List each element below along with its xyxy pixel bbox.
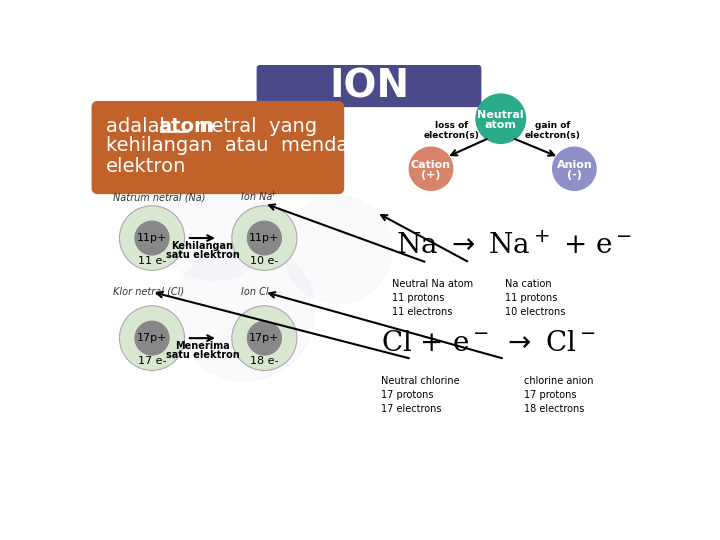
Text: ION: ION [329, 68, 409, 105]
FancyBboxPatch shape [91, 101, 344, 194]
Text: 17p+: 17p+ [137, 333, 167, 343]
Text: Menerima: Menerima [175, 341, 230, 351]
Circle shape [248, 221, 282, 255]
Circle shape [135, 221, 169, 255]
Text: kehilangan  atau  mendapat: kehilangan atau mendapat [106, 136, 379, 155]
Text: 10 e-: 10 e- [250, 256, 279, 266]
Text: elektron: elektron [106, 157, 186, 176]
Text: Cl + e$^-$ $\rightarrow$ Cl$^-$: Cl + e$^-$ $\rightarrow$ Cl$^-$ [381, 330, 595, 357]
Circle shape [135, 321, 169, 355]
Text: Neutral: Neutral [477, 110, 524, 120]
Text: Neutral Na atom
11 protons
11 electrons: Neutral Na atom 11 protons 11 electrons [392, 279, 473, 317]
Text: Kehilangan: Kehilangan [171, 241, 233, 251]
Text: Cation: Cation [411, 160, 451, 170]
Text: Anion: Anion [557, 160, 593, 170]
Text: 18 e-: 18 e- [250, 356, 279, 366]
Text: 11 e-: 11 e- [138, 256, 166, 266]
Text: Natrum netral (Na): Natrum netral (Na) [113, 192, 206, 202]
Text: 17 e-: 17 e- [138, 356, 166, 366]
Text: Klor netral (Cl): Klor netral (Cl) [113, 287, 184, 297]
Circle shape [152, 157, 276, 280]
Text: atom: atom [158, 117, 215, 136]
Text: 11p+: 11p+ [249, 233, 279, 243]
Text: +: + [269, 189, 276, 198]
Circle shape [284, 195, 392, 303]
Text: 11p+: 11p+ [137, 233, 167, 243]
Text: Na $\rightarrow$ Na$^+$ + e$^-$: Na $\rightarrow$ Na$^+$ + e$^-$ [396, 232, 632, 260]
Text: 17p+: 17p+ [249, 333, 279, 343]
FancyBboxPatch shape [256, 65, 482, 107]
Text: satu elektron: satu elektron [166, 350, 239, 360]
Text: loss of
electron(s): loss of electron(s) [424, 120, 480, 140]
Circle shape [120, 206, 184, 271]
Text: satu elektron: satu elektron [166, 250, 239, 260]
Text: Ion Na: Ion Na [241, 192, 272, 202]
Circle shape [120, 306, 184, 370]
Text: Ion Cl: Ion Cl [241, 287, 269, 297]
Circle shape [409, 147, 453, 190]
Text: (+): (+) [421, 170, 441, 180]
Circle shape [476, 94, 526, 143]
Text: Na cation
11 protons
10 electrons: Na cation 11 protons 10 electrons [505, 279, 565, 317]
Text: gain of
electron(s): gain of electron(s) [525, 120, 580, 140]
Circle shape [232, 206, 297, 271]
Circle shape [248, 321, 282, 355]
Text: (-): (-) [567, 170, 582, 180]
Circle shape [175, 242, 315, 381]
Text: netral  yang: netral yang [193, 117, 318, 136]
Circle shape [553, 147, 596, 190]
Text: atom: atom [485, 120, 517, 130]
Text: adalah: adalah [106, 117, 178, 136]
Text: chlorine anion
17 protons
18 electrons: chlorine anion 17 protons 18 electrons [524, 376, 593, 414]
Circle shape [232, 306, 297, 370]
Text: Neutral chlorine
17 protons
17 electrons: Neutral chlorine 17 protons 17 electrons [381, 376, 459, 414]
